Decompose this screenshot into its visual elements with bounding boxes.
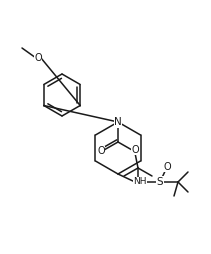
- Text: O: O: [131, 145, 139, 155]
- Text: N: N: [114, 117, 122, 127]
- Text: O: O: [163, 162, 171, 172]
- Text: NH: NH: [133, 178, 147, 186]
- Text: S: S: [157, 177, 163, 187]
- Text: O: O: [34, 53, 42, 63]
- Text: O: O: [97, 146, 105, 156]
